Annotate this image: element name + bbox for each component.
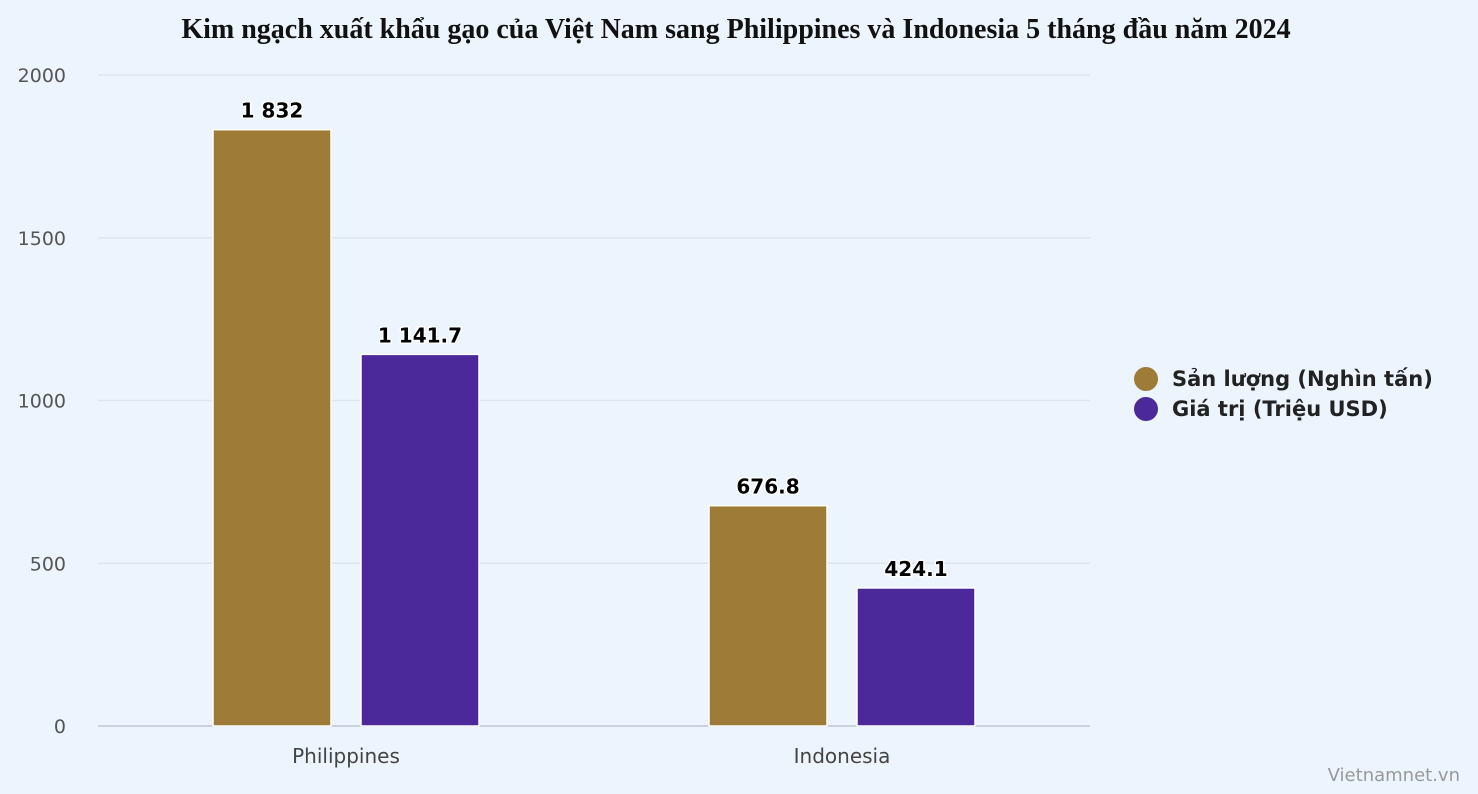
bar	[212, 128, 332, 727]
legend-item-san-luong[interactable]: Sản lượng (Nghìn tấn)	[1134, 364, 1433, 394]
legend-label: Sản lượng (Nghìn tấn)	[1172, 367, 1433, 391]
legend-swatch	[1134, 367, 1158, 391]
data-label: 1 141.7	[378, 323, 462, 347]
bars	[212, 128, 976, 727]
y-tick-label: 0	[54, 716, 66, 738]
bar	[856, 587, 976, 727]
data-labels: 1 832 1 141.7 676.8 424.1	[239, 97, 949, 582]
data-label: 676.8	[736, 475, 799, 499]
data-label: 1 832	[241, 99, 304, 123]
y-axis-ticks: 0 500 1000 1500 2000	[18, 65, 66, 738]
legend-swatch	[1134, 397, 1158, 421]
bar	[708, 504, 828, 727]
source-credit: Vietnamnet.vn	[1327, 765, 1460, 786]
x-category-label: Philippines	[292, 744, 400, 768]
x-axis-categories: Philippines Indonesia	[292, 744, 890, 768]
y-tick-label: 1000	[18, 391, 66, 413]
legend-label: Giá trị (Triệu USD)	[1172, 397, 1388, 421]
legend: Sản lượng (Nghìn tấn) Giá trị (Triệu USD…	[1134, 364, 1433, 424]
legend-item-gia-tri[interactable]: Giá trị (Triệu USD)	[1134, 394, 1433, 424]
chart-title: Kim ngạch xuất khẩu gạo của Việt Nam san…	[181, 14, 1291, 45]
bar	[360, 353, 480, 727]
y-tick-label: 1500	[18, 228, 66, 250]
data-label: 424.1	[884, 557, 947, 581]
y-tick-label: 2000	[18, 65, 66, 87]
x-category-label: Indonesia	[794, 744, 891, 768]
y-tick-label: 500	[30, 553, 66, 575]
